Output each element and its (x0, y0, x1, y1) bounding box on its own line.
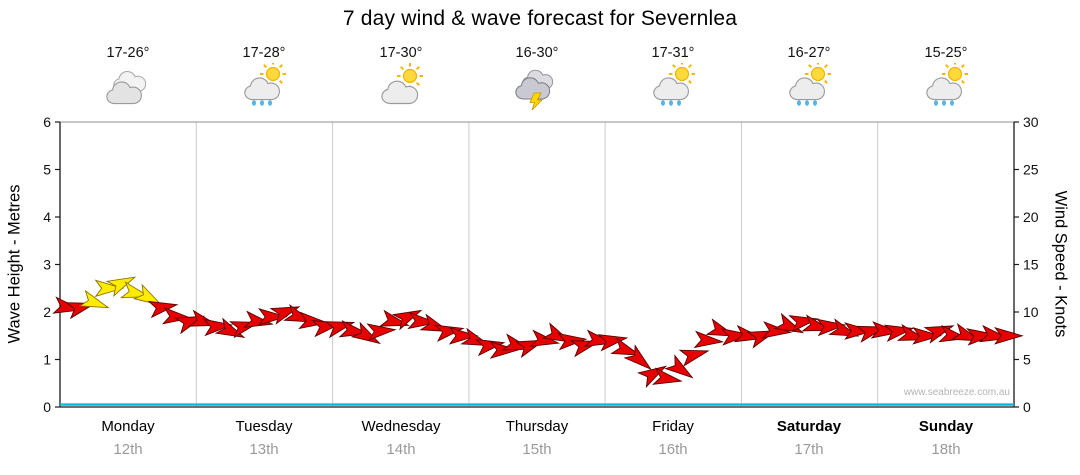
sun-cloud-rain-icon (878, 61, 1014, 115)
left-tick-label: 3 (43, 257, 51, 273)
wind-arrow (870, 321, 902, 339)
left-tick-label: 1 (43, 352, 51, 368)
wind-arrow (761, 321, 793, 339)
wind-arrow (366, 323, 397, 341)
day-date: 17th (794, 441, 824, 458)
right-tick-label: 25 (1023, 162, 1039, 178)
wind-arrow (664, 354, 694, 379)
wind-arrow (720, 328, 752, 346)
page-title: 7 day wind & wave forecast for Severnlea (342, 7, 738, 30)
sun-cloud-rain-icon (741, 61, 877, 115)
day-name: Monday (101, 418, 155, 435)
right-tick-label: 30 (1023, 114, 1039, 130)
wind-arrow (994, 326, 1024, 345)
wind-arrow (448, 326, 479, 345)
sun-cloud-icon (333, 63, 469, 115)
left-tick-label: 5 (43, 162, 51, 178)
sun-cloud-rain-icon (196, 61, 332, 115)
wind-arrow (258, 307, 288, 326)
wind-arrow (912, 326, 942, 345)
wind-arrow (651, 367, 683, 385)
day-temp: 17-30° (379, 45, 423, 61)
day-name: Tuesday (235, 418, 293, 435)
left-tick-label: 0 (43, 399, 51, 415)
left-axis-title: Wave Height - Metres (5, 184, 24, 344)
day-temp: 17-26° (106, 45, 150, 61)
wind-arrow (433, 324, 465, 342)
left-tick-label: 6 (43, 114, 51, 130)
wind-arrow (678, 349, 710, 367)
wind-arrow (966, 328, 997, 346)
wind-arrow (147, 300, 179, 319)
left-tick-label: 4 (43, 209, 51, 225)
day-name: Sunday (918, 418, 974, 435)
day-date: 14th (386, 441, 416, 458)
wind-arrow (844, 322, 874, 340)
day-temp: 15-25° (924, 45, 968, 61)
wind-arrow (202, 318, 234, 337)
day-date: 18th (931, 441, 961, 458)
wind-arrow (597, 334, 629, 352)
day-temp: 17-31° (651, 45, 695, 61)
day-date: 12th (113, 441, 143, 458)
watermark: www.seabreeze.com.au (903, 387, 1010, 398)
day-date: 16th (658, 441, 688, 458)
right-tick-label: 10 (1023, 304, 1039, 320)
sun-cloud-rain-icon (605, 61, 741, 115)
wind-arrow (610, 337, 642, 356)
day-name: Wednesday (361, 418, 441, 435)
right-tick-label: 20 (1023, 209, 1039, 225)
day-temp: 16-27° (787, 45, 831, 61)
thunderstorm-icon (469, 63, 605, 115)
wind-arrow (623, 344, 652, 371)
wind-arrow (132, 283, 163, 307)
left-tick-label: 2 (43, 304, 51, 320)
wind-arrow (693, 330, 724, 349)
wind-arrow (94, 279, 125, 298)
wind-arrow (407, 311, 438, 330)
right-tick-label: 5 (1023, 352, 1031, 368)
day-temp: 17-28° (242, 45, 286, 61)
plot-frame (59, 121, 1015, 408)
day-date: 13th (249, 441, 279, 458)
cloudy-icon (60, 63, 196, 115)
right-axis-title: Wind Speed - Knots (1051, 190, 1070, 338)
right-tick-label: 15 (1023, 257, 1039, 273)
day-name: Thursday (505, 418, 569, 435)
right-tick-label: 0 (1023, 399, 1031, 415)
wind-arrow (161, 306, 193, 325)
day-name: Friday (652, 418, 694, 435)
day-temp: 16-30° (515, 45, 559, 61)
wind-arrow (105, 276, 137, 298)
wind-arrow (119, 281, 152, 299)
day-date: 15th (522, 441, 552, 458)
day-name: Saturday (776, 418, 842, 435)
wind-arrow (816, 318, 847, 337)
wind-arrow (78, 289, 110, 309)
